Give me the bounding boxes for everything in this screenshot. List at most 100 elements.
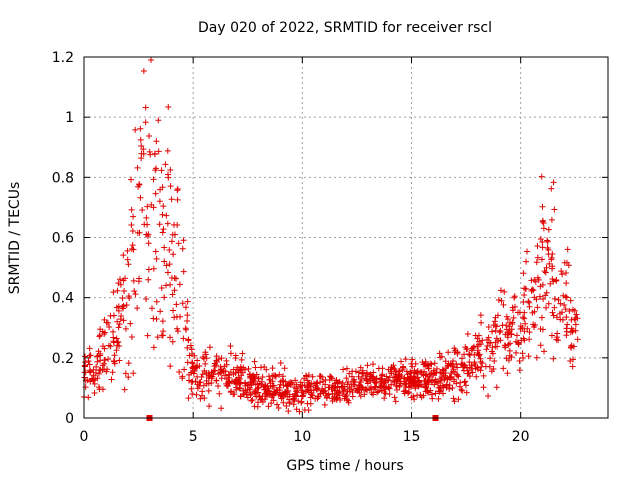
data-point [356,379,363,386]
data-point [548,332,555,339]
data-point [290,401,297,408]
data-point [339,390,346,397]
data-point [549,309,556,316]
data-point [441,376,448,383]
data-point [542,269,549,276]
data-point [567,297,574,304]
data-point [119,304,126,311]
data-point [292,377,299,384]
data-point [434,378,441,385]
data-point [534,304,541,311]
data-point [86,352,93,359]
data-point [125,374,132,381]
data-point [137,194,144,201]
data-point [412,360,419,367]
data-point [380,380,387,387]
data-point [568,316,575,323]
data-point [466,359,473,366]
data-point [231,391,238,398]
data-point [485,324,492,331]
data-point [488,368,495,375]
data-point [240,364,247,371]
data-point [390,362,397,369]
data-point [495,296,502,303]
data-point [433,365,440,372]
data-point [160,226,167,233]
data-point [299,393,306,400]
data-point [392,382,399,389]
data-point [540,296,547,302]
data-point [86,345,93,352]
data-point [392,371,399,378]
data-point [188,378,195,385]
data-point [92,369,99,376]
data-point [231,378,238,385]
data-point [483,346,490,353]
data-point [130,370,137,377]
data-point [132,126,139,133]
data-point [137,136,144,143]
data-point [215,382,222,389]
data-point [312,395,319,402]
data-point [280,382,287,389]
data-point [293,392,300,399]
data-point [196,363,203,370]
data-point [463,389,470,396]
data-point [492,343,499,350]
data-point [444,363,451,370]
data-point [566,307,573,314]
data-point [436,388,443,395]
y-axis-label: SRMTID / TECUs [7,182,23,295]
data-point [283,382,290,389]
data-point [317,379,324,386]
data-point [144,203,151,210]
data-point [163,212,170,219]
data-point [446,382,453,389]
data-point [458,386,465,393]
chart-title: Day 020 of 2022, SRMTID for receiver rsc… [198,20,492,36]
data-point [244,394,251,401]
data-point [542,292,549,299]
data-point [539,281,546,288]
data-point [466,364,473,371]
data-point [87,368,94,375]
data-point [475,341,482,348]
data-point [85,357,92,364]
data-point [448,370,455,377]
data-point [143,231,150,238]
data-point [437,375,444,382]
data-point [295,398,302,405]
data-point [190,370,197,377]
data-point [148,305,155,312]
data-point [454,364,461,371]
data-point [184,344,191,351]
data-point [94,358,101,365]
data-point [90,366,97,373]
data-point [184,359,191,366]
y-tick-label: 1 [65,110,74,126]
data-point [206,403,213,410]
data-point [526,336,533,343]
data-point [487,339,494,346]
data-point [274,401,281,408]
data-point [418,394,425,401]
data-point [447,373,454,380]
data-point [170,251,177,258]
data-point [139,207,146,214]
data-point [563,314,570,321]
data-point [505,341,512,348]
data-point [129,242,136,249]
data-point [420,361,427,368]
data-point [189,391,196,398]
data-point [386,374,393,381]
data-point [363,370,370,377]
data-point [340,366,347,373]
data-point [163,262,170,269]
data-point [427,360,434,367]
data-point [259,374,266,381]
data-point [106,323,113,330]
data-point [153,165,160,172]
data-point [503,313,510,320]
data-point [200,355,207,362]
data-point [154,334,161,341]
